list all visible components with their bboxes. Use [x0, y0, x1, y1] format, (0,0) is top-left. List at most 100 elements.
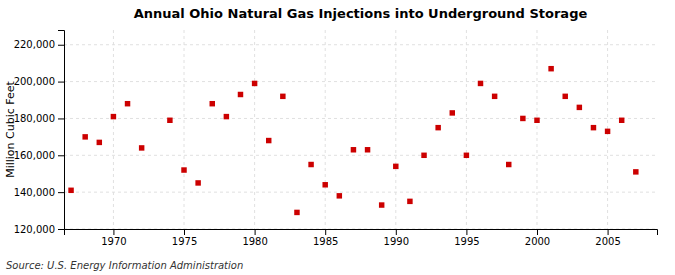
x-grid-line	[113, 30, 114, 229]
point	[478, 81, 483, 86]
point	[506, 162, 511, 167]
x-tick: 2000	[525, 229, 550, 247]
point	[337, 193, 342, 198]
point	[322, 182, 327, 187]
x-tick-mark	[325, 229, 326, 235]
point	[421, 153, 426, 158]
point	[111, 114, 116, 119]
point	[492, 94, 497, 99]
y-grid-line	[64, 44, 657, 45]
grid	[64, 30, 657, 229]
y-tick-label: 220,000	[14, 39, 55, 50]
y-axis-title: Million Cubic Feet	[4, 80, 17, 177]
y-tick: 140,000	[14, 187, 64, 198]
point	[464, 153, 469, 158]
y-tick-mark	[58, 82, 64, 83]
point	[82, 134, 87, 139]
y-tick-mark	[58, 229, 64, 230]
point	[238, 92, 243, 97]
x-tick-mark	[396, 229, 397, 235]
plot: 19701975198019851990199520002005120,0001…	[14, 30, 658, 247]
x-tick: 1990	[384, 229, 409, 247]
x-tick-label: 1970	[101, 236, 126, 247]
y-tick: 200,000	[14, 76, 64, 87]
point	[407, 199, 412, 204]
point	[252, 81, 257, 86]
point	[210, 101, 215, 106]
y-axis: 120,000 140,000 160,000 180,000 200,000 220,0…	[14, 31, 65, 235]
point	[520, 116, 525, 121]
point	[619, 118, 624, 123]
y-tick: 120,000	[14, 224, 64, 235]
point	[379, 202, 384, 207]
x-tick-mark	[466, 229, 467, 235]
x-tick: 1985	[313, 229, 338, 247]
y-grid-line	[64, 155, 657, 156]
y-tick: 160,000	[14, 150, 64, 161]
y-grid-line	[64, 81, 657, 82]
x-axis-line	[65, 230, 658, 236]
x-grid-line	[254, 30, 255, 229]
x-tick-label: 1990	[384, 236, 409, 247]
x-tick-mark	[537, 229, 538, 235]
x-axis: 1970 1975 1980 1985 1990 1995 2000 2005	[65, 229, 658, 247]
point	[97, 140, 102, 145]
x-tick-mark	[113, 229, 114, 235]
x-grid-line	[395, 30, 396, 229]
x-grid-line	[184, 30, 185, 229]
point	[195, 180, 200, 185]
point	[450, 110, 455, 115]
point	[280, 94, 285, 99]
point	[548, 66, 553, 71]
x-tick: 1970	[101, 229, 126, 247]
x-tick-label: 1980	[242, 236, 267, 247]
x-tick: 1995	[454, 229, 479, 247]
point	[633, 169, 638, 174]
y-tick-label: 140,000	[14, 187, 55, 198]
chart: 19701975198019851990199520002005120,0001…	[0, 0, 675, 275]
points	[68, 66, 638, 215]
y-tick-mark	[58, 192, 64, 193]
x-grid-line	[325, 30, 326, 229]
x-tick: 2005	[595, 229, 620, 247]
x-grid-line	[466, 30, 467, 229]
x-tick-label: 1985	[313, 236, 338, 247]
y-axis-line	[58, 31, 65, 230]
point	[351, 147, 356, 152]
x-tick-label: 2005	[595, 236, 620, 247]
point	[308, 162, 313, 167]
point	[181, 167, 186, 172]
point	[605, 129, 610, 134]
point	[562, 94, 567, 99]
point	[591, 125, 596, 130]
y-tick: 180,000	[14, 113, 64, 124]
y-tick-label: 200,000	[14, 76, 55, 87]
x-tick: 1975	[172, 229, 197, 247]
y-grid-line	[64, 118, 657, 119]
point	[68, 188, 73, 193]
point	[365, 147, 370, 152]
y-tick-label: 180,000	[14, 113, 55, 124]
x-tick-label: 1995	[454, 236, 479, 247]
x-tick-mark	[184, 229, 185, 235]
point	[125, 101, 130, 106]
y-tick-label: 160,000	[14, 150, 55, 161]
point	[577, 105, 582, 110]
point	[435, 125, 440, 130]
x-tick-label: 2000	[525, 236, 550, 247]
y-tick-mark	[58, 45, 64, 46]
point	[266, 138, 271, 143]
point	[534, 118, 539, 123]
point	[294, 210, 299, 215]
y-tick-mark	[58, 118, 64, 119]
x-grid-line	[536, 30, 537, 229]
x-tick-mark	[255, 229, 256, 235]
x-tick-label: 1975	[172, 236, 197, 247]
point	[224, 114, 229, 119]
point	[139, 145, 144, 150]
y-tick: 220,000	[14, 39, 64, 50]
y-tick-mark	[58, 155, 64, 156]
x-tick-mark	[608, 229, 609, 235]
source: Source: U.S. Energy Information Administ…	[6, 260, 243, 271]
title: Annual Ohio Natural Gas Injections into …	[134, 6, 588, 21]
